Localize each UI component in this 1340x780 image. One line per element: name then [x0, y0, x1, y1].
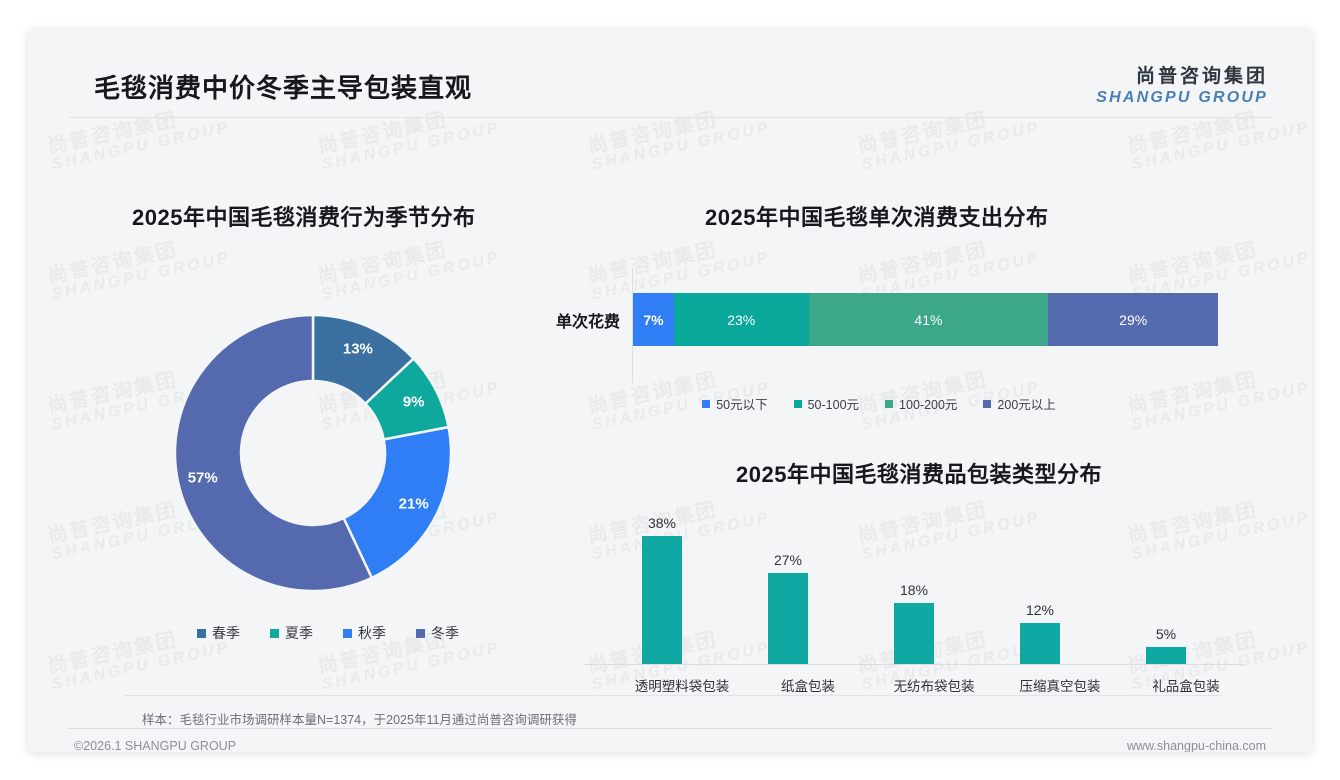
legend-swatch-icon: [793, 399, 802, 408]
column-bar[interactable]: [894, 603, 934, 664]
column-bar[interactable]: [1020, 623, 1060, 664]
footnote-divider: [124, 695, 1222, 696]
column-category-label: 压缩真空包装: [1019, 679, 1101, 694]
stacked-segment-100-200元[interactable]: 41%: [808, 293, 1049, 346]
legend-item-200元以上[interactable]: 200元以上: [983, 394, 1056, 413]
column-bar[interactable]: [642, 536, 682, 664]
column-value-label: 12%: [1025, 602, 1055, 618]
column-bar[interactable]: [768, 573, 808, 664]
footer-divider: [68, 728, 1272, 729]
column-bar[interactable]: [1146, 647, 1186, 664]
legend-swatch-icon: [197, 628, 206, 638]
donut-chart-legend: 春季 夏季 秋季 冬季: [108, 623, 548, 643]
column-category-label: 透明塑料袋包装: [634, 679, 730, 694]
column-category-label: 纸盒包装: [781, 679, 835, 694]
legend-label: 200元以上: [997, 398, 1056, 412]
stacked-bar-chart: 单次花费 7% 23% 41% 29%: [524, 268, 1234, 383]
legend-label: 冬季: [431, 625, 459, 641]
page-title: 毛毯消费中价冬季主导包装直观: [94, 73, 473, 103]
legend-label: 夏季: [285, 625, 313, 641]
stacked-bar-title: 2025年中国毛毯单次消费支出分布: [705, 205, 1049, 230]
column-category-label: 礼品盒包装: [1152, 679, 1220, 694]
legend-item-冬季[interactable]: 冬季: [416, 623, 459, 643]
column-chart-title: 2025年中国毛毯消费品包装类型分布: [736, 462, 1102, 487]
legend-item-春季[interactable]: 春季: [197, 623, 240, 643]
legend-swatch-icon: [983, 399, 992, 408]
legend-swatch-icon: [885, 399, 894, 408]
stacked-segment-200元以上[interactable]: 29%: [1048, 293, 1218, 346]
legend-item-50-100元[interactable]: 50-100元: [793, 394, 860, 413]
stacked-segment-50-100元[interactable]: 23%: [673, 293, 809, 346]
legend-label: 100-200元: [899, 398, 958, 412]
column-bar-group[interactable]: 18%: [894, 582, 934, 664]
logo-english-text: SHANGPU GROUP: [1096, 89, 1268, 106]
legend-swatch-icon: [702, 399, 711, 408]
stacked-bar-axis-line: [632, 268, 633, 383]
column-bar-group[interactable]: 12%: [1020, 602, 1060, 664]
donut-slice-冬季[interactable]: [173, 313, 374, 593]
donut-slice-label: 13%: [342, 340, 373, 358]
legend-label: 春季: [212, 625, 240, 641]
legend-item-100-200元[interactable]: 100-200元: [885, 394, 957, 413]
stacked-bar-category-label: 单次花费: [555, 314, 620, 331]
column-bar-group[interactable]: 5%: [1146, 626, 1186, 664]
footer-copyright: ©2026.1 SHANGPU GROUP: [74, 739, 237, 752]
legend-label: 50元以下: [716, 398, 768, 412]
footer-website[interactable]: www.shangpu-china.com: [1127, 739, 1266, 752]
donut-chart: 13% 9% 21% 57%: [108, 263, 548, 663]
stacked-segment-label: 23%: [727, 311, 756, 328]
stacked-bar-track: 7% 23% 41% 29%: [633, 293, 1218, 346]
column-value-label: 5%: [1155, 626, 1177, 642]
legend-item-秋季[interactable]: 秋季: [343, 623, 386, 643]
column-chart-baseline: [584, 664, 1244, 665]
column-bar-group[interactable]: 38%: [642, 515, 682, 664]
donut-slices: [173, 313, 453, 593]
donut-slice-label: 57%: [187, 469, 218, 487]
stacked-segment-label: 41%: [914, 311, 943, 328]
column-value-label: 27%: [773, 552, 803, 568]
sample-footnote: 样本：毛毯行业市场调研样本量N=1374，于2025年11月通过尚普咨询调研获得: [142, 713, 577, 727]
legend-item-50元以下[interactable]: 50元以下: [702, 394, 768, 413]
stacked-segment-label: 7%: [643, 311, 664, 328]
logo-chinese-text: 尚普咨询集团: [1135, 66, 1268, 87]
column-chart: 38% 透明塑料袋包装 27% 纸盒包装 18% 无纺布袋包装 12% 压缩真空包装 5% 礼品盒…: [584, 498, 1244, 713]
legend-swatch-icon: [416, 628, 425, 638]
column-value-label: 18%: [899, 582, 929, 598]
donut-slice-label: 9%: [402, 393, 425, 411]
legend-swatch-icon: [270, 628, 279, 638]
donut-slice-label: 21%: [398, 495, 429, 513]
header-divider: [68, 117, 1272, 118]
slide-card: 尚普咨询集团 SHANGPU GROUP 尚普咨询集团 SHANGPU GROUP 尚普…: [28, 28, 1312, 752]
column-value-label: 38%: [647, 515, 677, 531]
donut-chart-svg: [173, 313, 453, 593]
legend-swatch-icon: [343, 628, 352, 638]
legend-label: 秋季: [358, 625, 386, 641]
brand-logo: 尚普咨询集团 SHANGPU GROUP: [1096, 61, 1268, 107]
stacked-segment-50元以下[interactable]: 7%: [633, 293, 674, 346]
donut-slice-秋季[interactable]: [341, 425, 453, 580]
stacked-segment-label: 29%: [1119, 311, 1148, 328]
column-category-label: 无纺布袋包装: [893, 679, 975, 694]
donut-chart-title: 2025年中国毛毯消费行为季节分布: [132, 205, 476, 230]
column-bar-group[interactable]: 27%: [768, 552, 808, 664]
legend-label: 50-100元: [807, 398, 860, 412]
slide-header: 毛毯消费中价冬季主导包装直观 尚普咨询集团 SHANGPU GROUP: [28, 28, 1312, 118]
legend-item-夏季[interactable]: 夏季: [270, 623, 313, 643]
stacked-bar-legend: 50元以下 50-100元 100-200元 200元以上: [524, 394, 1234, 413]
